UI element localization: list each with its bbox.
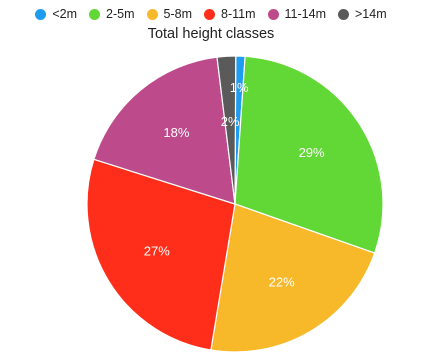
legend-item-2-5m[interactable]: 2-5m [89,7,135,21]
legend-swatch [146,8,158,20]
legend-label: 5-8m [163,7,193,21]
pie-slice-gt14m[interactable] [216,55,237,205]
pie-slice-2-5m[interactable] [234,55,384,254]
legend-item-5-8m[interactable]: 5-8m [146,7,193,21]
chart-title: Total height classes [147,26,275,42]
pie-labels: 1% 29% 22% 27% 18% 2% [144,80,325,289]
legend-swatch [89,8,101,20]
pie-slice-5-8m[interactable] [210,203,376,353]
pie-label-gt14m: 2% [221,114,240,129]
legend: <2m 2-5m 5-8m 8-11m 11-14m >14m [0,4,422,24]
legend-swatch [267,8,279,20]
legend-item-8-11m[interactable]: 8-11m [204,7,256,21]
pie-label-11-14m: 18% [163,125,189,140]
legend-label: 11-14m [284,7,326,21]
pie-label-lt2m: 1% [230,80,249,95]
legend-label: 2-5m [106,7,135,21]
pie-slices [86,55,384,353]
legend-item-11-14m[interactable]: 11-14m [267,7,326,21]
legend-label: 8-11m [221,7,256,21]
pie-slice-11-14m[interactable] [93,56,236,205]
legend-label: >14m [355,7,387,21]
legend-item-lt2m[interactable]: <2m [35,7,77,21]
legend-swatch [204,8,216,20]
legend-item-gt14m[interactable]: >14m [338,7,387,21]
legend-swatch [35,8,47,20]
legend-label: <2m [52,7,78,21]
legend-swatch [338,8,349,20]
pie-label-2-5m: 29% [299,145,325,160]
pie-label-5-8m: 22% [269,274,295,289]
pie-label-8-11m: 27% [144,243,170,258]
pie-slice-8-11m[interactable] [86,158,236,351]
